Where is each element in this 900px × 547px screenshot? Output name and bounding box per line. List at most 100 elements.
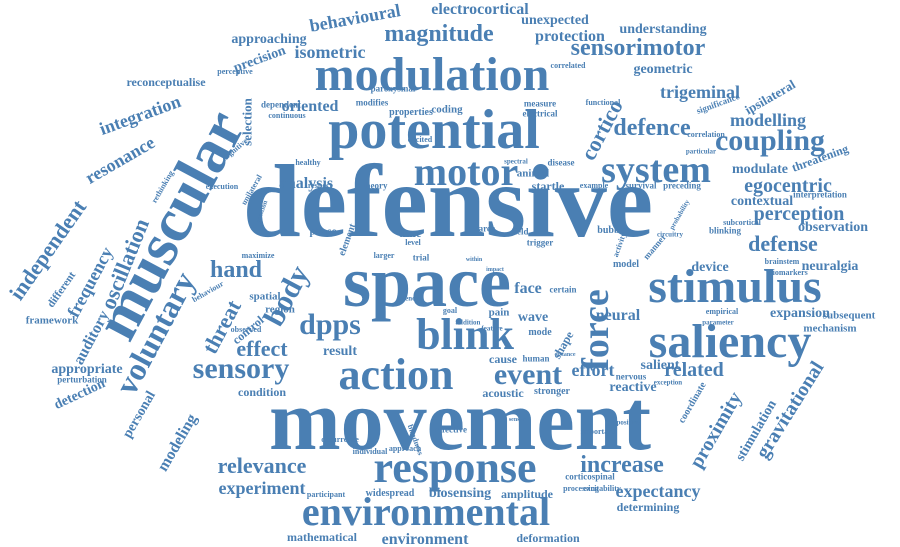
word-perception: perception (753, 203, 845, 225)
word-within: within (465, 257, 483, 263)
word-impact: impact (486, 267, 504, 273)
word-neuralgia: neuralgia (801, 259, 859, 274)
word-area: area (478, 223, 496, 234)
word-example: example (579, 181, 609, 190)
word-certain: certain (549, 284, 577, 295)
word-human: human (522, 353, 550, 364)
word-animal: animal (516, 167, 550, 180)
word-oriented: oriented (281, 98, 339, 115)
word-movement: movement (268, 372, 652, 468)
word-sensor: sensor (508, 417, 526, 423)
word-healthy: healthy (295, 158, 321, 167)
word-observed: observed (230, 325, 262, 334)
word-nervous: nervous (615, 371, 647, 382)
word-modulate: modulate (732, 162, 788, 177)
word-framework: framework (25, 314, 79, 327)
word-personal: personal (120, 388, 159, 441)
word-trigger: trigger (526, 237, 554, 248)
word-pain: pain (488, 306, 510, 319)
word-goal: goal (442, 306, 458, 315)
word-effort: effort (571, 360, 615, 380)
word-interpretation: interpretation (793, 189, 847, 200)
word-theory: theory (362, 180, 388, 191)
word-action: action (338, 350, 454, 399)
word-feature: feature (481, 324, 503, 333)
word-potential: potential (328, 99, 540, 161)
word-paroxysmal: paroxysmal (370, 83, 416, 94)
word-excitability: excitability (583, 484, 621, 493)
word-coding: coding (431, 103, 463, 116)
word-sensorimotor: sensorimotor (570, 35, 706, 61)
word-spatial: spatial (249, 290, 281, 303)
word-individual: individual (352, 447, 388, 456)
word-hand: hand (209, 257, 263, 283)
word-determining: determining (616, 500, 680, 514)
word-coupling: coupling (714, 124, 826, 157)
word-environment: environment (381, 531, 469, 547)
word-elicited: elicited (407, 135, 433, 144)
word-dpps: dpps (299, 308, 361, 341)
word-unexpected: unexpected (521, 13, 589, 28)
word-functional: functional (585, 98, 621, 107)
word-approaching: approaching (231, 32, 307, 47)
word-correlation: correlation (687, 130, 725, 139)
word-expectancy: expectancy (615, 481, 701, 501)
word-isometric: isometric (294, 42, 366, 62)
word-execution: execution (205, 182, 239, 191)
word-level: level (405, 238, 421, 247)
word-startle: startle (531, 179, 565, 193)
word-force: force (575, 289, 617, 371)
word-circuitry: circuitry (657, 230, 683, 239)
word-experiment: experiment (218, 478, 306, 498)
word-blinking: blinking (708, 225, 742, 236)
word-system: system (601, 149, 711, 191)
word-defensive: defensive (242, 144, 654, 259)
word-survival: survival (625, 180, 657, 191)
word-understanding: understanding (619, 22, 707, 37)
word-distance: distance (554, 352, 576, 358)
word-neural: neural (595, 307, 641, 324)
word-spectral: spectral (504, 157, 528, 166)
word-empirical: empirical (705, 307, 739, 316)
word-occurrence: occurrence (321, 435, 359, 444)
word-modeling: modeling (154, 411, 201, 475)
word-reactive: reactive (609, 380, 657, 395)
word-effect: effect (236, 336, 288, 361)
word-field: field (511, 226, 529, 237)
word-particular: particular (685, 147, 717, 156)
word-respect: respect (307, 181, 333, 190)
word-condition: condition (237, 385, 287, 399)
word-mechanism: mechanism (803, 322, 857, 335)
word-device: device (691, 260, 729, 275)
word-saliency: saliency (648, 315, 812, 368)
word-preceding: preceding (663, 180, 701, 191)
word-time: time (398, 226, 422, 240)
word-exception: exception (653, 378, 683, 387)
word-corticospinal: corticospinal (565, 471, 615, 482)
word-deformation: deformation (516, 531, 580, 545)
word-acoustic: acoustic (482, 386, 524, 400)
word-increase: increase (580, 452, 664, 478)
word-model: model (612, 259, 640, 270)
word-space: space (343, 242, 511, 322)
word-phase: phase (309, 225, 337, 238)
word-modifies: modifies (355, 97, 389, 108)
word-defence: defence (613, 115, 691, 141)
word-participant: participant (306, 490, 346, 499)
word-larger: larger (373, 251, 395, 260)
word-analysis: analysis (278, 175, 334, 192)
word-appropriate: appropriate (51, 362, 123, 377)
word-integration: integration (96, 91, 184, 139)
word-effective: effective (435, 424, 467, 435)
word-disease: disease (547, 157, 575, 168)
word-coordinate: coordinate (676, 380, 709, 426)
word-trial: trial (412, 252, 430, 263)
word-parameter: parameter (702, 318, 734, 327)
word-mathematical: mathematical (287, 530, 357, 544)
word-subcortical: subcortical (723, 218, 761, 227)
word-bubble: bubble (597, 225, 627, 236)
word-modelling: modelling (729, 110, 807, 130)
word-cause: cause (489, 352, 517, 366)
word-wave: wave (517, 310, 549, 325)
